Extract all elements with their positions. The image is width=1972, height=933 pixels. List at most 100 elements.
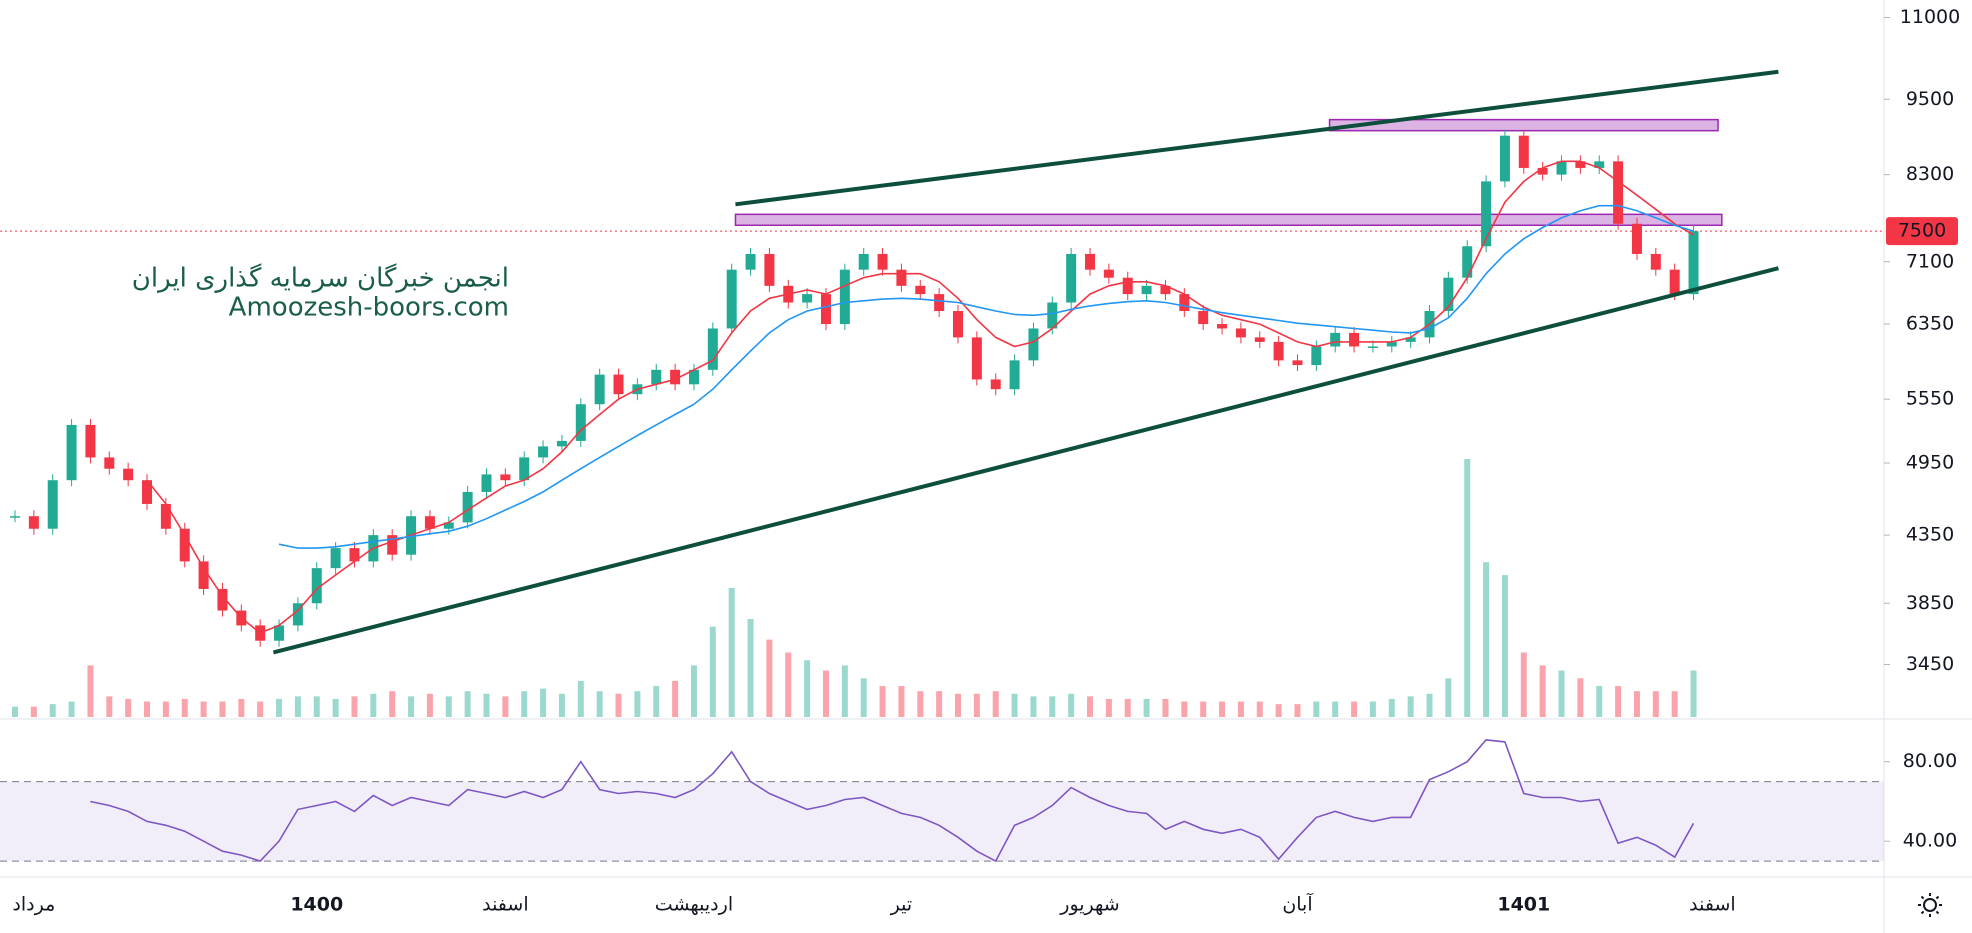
volume-bar — [672, 680, 679, 717]
candle — [707, 328, 718, 370]
candle — [670, 369, 681, 385]
volume-bar — [728, 588, 735, 717]
candle — [1330, 332, 1341, 347]
candle — [85, 424, 96, 458]
candle — [217, 588, 228, 611]
rsi-line — [90, 739, 1695, 863]
volume-bar — [1464, 459, 1471, 717]
volume-bar — [1351, 701, 1358, 717]
candle — [953, 311, 963, 338]
trendline — [272, 266, 1779, 655]
volume-bar — [747, 618, 754, 717]
moving-average — [278, 204, 1694, 549]
candle — [1575, 161, 1586, 168]
volume-bar — [1332, 701, 1339, 717]
volume-bar — [276, 698, 283, 717]
candle — [274, 625, 285, 641]
volume-bar — [860, 678, 867, 717]
candle — [1405, 337, 1416, 342]
candle — [1631, 223, 1642, 254]
x-tick-label: مرداد — [12, 894, 55, 916]
volume-bar — [955, 693, 961, 717]
x-tick-label: شهریور — [1059, 894, 1119, 916]
candle — [613, 374, 624, 395]
volume-bar — [1690, 670, 1697, 717]
volume-bar — [917, 691, 924, 717]
y-tick-label: 5550 — [1906, 388, 1954, 410]
candle — [538, 446, 549, 458]
candle — [10, 516, 20, 518]
watermark: انجمن خبرگان سرمایه گذاری ایران — [132, 263, 509, 294]
x-tick-label: 1400 — [290, 894, 343, 916]
last-price-label: 7500 — [1898, 220, 1946, 242]
volume-bar — [1483, 562, 1490, 717]
candle — [877, 253, 888, 270]
volume-bar — [370, 693, 377, 717]
x-tick-label: اسفند — [1689, 894, 1736, 916]
candle — [651, 369, 662, 385]
candle — [1122, 277, 1133, 295]
volume-bar — [1407, 696, 1414, 717]
candle — [1481, 181, 1492, 247]
candle — [47, 480, 58, 529]
volume-bar — [1388, 698, 1395, 717]
candle — [1386, 341, 1397, 347]
candle — [500, 474, 511, 481]
volume-bar — [1105, 698, 1112, 717]
candle — [1462, 246, 1473, 278]
trendline — [735, 69, 1779, 207]
candle — [726, 269, 737, 329]
volume-bar — [540, 688, 547, 717]
volume-bar — [879, 686, 886, 717]
candle — [1141, 285, 1152, 295]
candle — [519, 457, 530, 481]
candle — [1443, 277, 1454, 312]
y-tick-label: 8300 — [1906, 163, 1954, 185]
candle — [387, 535, 398, 555]
volume-bar — [1275, 704, 1282, 717]
volume-bar — [106, 696, 113, 717]
candle — [142, 480, 153, 504]
volume-bar — [1237, 701, 1244, 717]
candle — [934, 294, 945, 312]
volume-bar — [49, 704, 56, 717]
candle — [481, 474, 492, 492]
volume-bar — [483, 693, 490, 717]
candle — [424, 516, 435, 529]
volume-bar — [936, 691, 943, 717]
rsi-band — [0, 781, 1884, 862]
volume-bar — [766, 639, 773, 717]
y-tick-label: 6350 — [1906, 313, 1954, 335]
volume-bar — [257, 701, 264, 717]
volume-bar — [162, 701, 169, 717]
y-tick-label: 7100 — [1906, 250, 1954, 272]
y-tick-label: 4350 — [1906, 524, 1954, 546]
candle — [123, 468, 134, 481]
candle — [990, 379, 1001, 390]
last-price-box — [1886, 217, 1958, 246]
candle — [349, 548, 360, 562]
candle — [160, 503, 171, 529]
x-tick-label: اسفند — [482, 894, 529, 916]
settings-icon[interactable] — [1918, 893, 1942, 917]
volume-bar — [1652, 691, 1659, 717]
candle — [330, 548, 341, 569]
volume-bar — [1011, 693, 1018, 717]
candle — [1198, 311, 1209, 325]
volume-bar — [709, 626, 716, 717]
candle — [802, 294, 813, 303]
x-tick-label: اردیبهشت — [655, 894, 733, 916]
candle — [745, 253, 756, 270]
candle — [1349, 332, 1360, 347]
candle — [688, 369, 699, 385]
candle — [1217, 324, 1228, 329]
candle — [1009, 360, 1020, 390]
candle — [1085, 253, 1096, 270]
volume-bar — [1615, 686, 1622, 717]
volume-bar — [1426, 693, 1433, 717]
volume-bar — [596, 691, 603, 717]
volume-bar — [841, 665, 848, 717]
volume-bar — [87, 665, 94, 717]
candle — [1613, 161, 1624, 224]
